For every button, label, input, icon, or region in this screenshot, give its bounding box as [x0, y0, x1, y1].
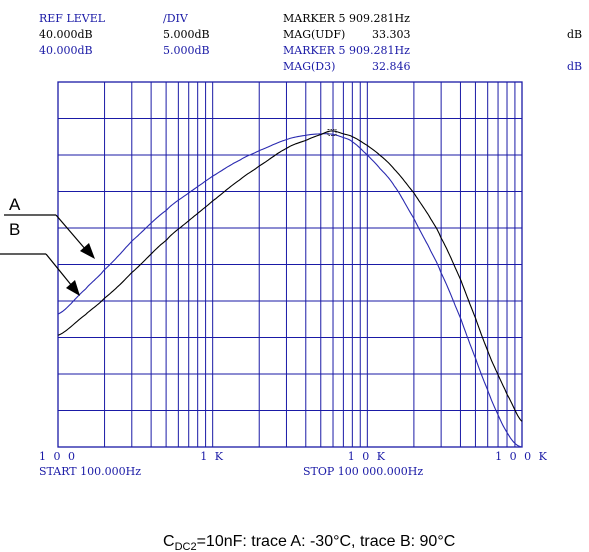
marker1-mag-value: 33.303 — [372, 28, 411, 41]
trace-a — [57, 133, 523, 448]
x-tick-label: 1 K — [200, 450, 225, 463]
div-value-2: 5.000dB — [163, 44, 210, 57]
ref-level-value-1: 40.000dB — [39, 28, 93, 41]
annotation-b-label: B — [9, 220, 20, 239]
annotation-a-label: A — [9, 195, 21, 214]
marker-layer — [327, 128, 337, 136]
marker1-mag-label: MAG(UDF) — [283, 28, 345, 41]
start-frequency-label: START 100.000Hz — [39, 465, 141, 478]
x-tick-labels: 1 0 0 1 K 1 0 K 1 0 0 K — [39, 450, 549, 463]
marker2-mag-value: 32.846 — [372, 60, 411, 73]
trace-annotations: A B — [0, 195, 95, 296]
ref-level-title: REF LEVEL — [39, 12, 106, 25]
header-block: REF LEVEL 40.000dB 40.000dB /DIV 5.000dB… — [39, 12, 582, 73]
trace-b — [57, 130, 523, 422]
marker1-unit: dB — [567, 28, 582, 41]
plot-traces — [57, 130, 523, 448]
ref-level-value-2: 40.000dB — [39, 44, 93, 57]
figure-caption: CDC2=10nF: trace A: -30°C, trace B: 90°C — [163, 533, 455, 552]
stop-frequency-label: STOP 100 000.000Hz — [303, 465, 423, 478]
annotation-b-leader — [45, 253, 73, 287]
div-value-1: 5.000dB — [163, 28, 210, 41]
caption-subscript: DC2 — [175, 541, 197, 552]
annotation-a-leader — [55, 214, 87, 251]
caption-prefix: C — [163, 533, 175, 550]
plot-grid — [57, 81, 523, 448]
marker2-unit: dB — [567, 60, 582, 73]
marker2-mag-label: MAG(D3) — [283, 60, 335, 73]
peak-marker — [327, 128, 337, 136]
caption-rest: =10nF: trace A: -30°C, trace B: 90°C — [197, 533, 456, 550]
div-title: /DIV — [163, 12, 189, 25]
marker2-label: MARKER 5 909.281Hz — [283, 44, 410, 57]
x-tick-label: 1 0 0 K — [495, 450, 549, 463]
x-tick-label: 1 0 K — [348, 450, 387, 463]
annotation-a-arrowhead — [80, 243, 95, 259]
marker1-label: MARKER 5 909.281Hz — [283, 12, 410, 25]
annotation-b-arrowhead — [66, 280, 80, 296]
x-tick-label: 1 0 0 — [39, 450, 77, 463]
